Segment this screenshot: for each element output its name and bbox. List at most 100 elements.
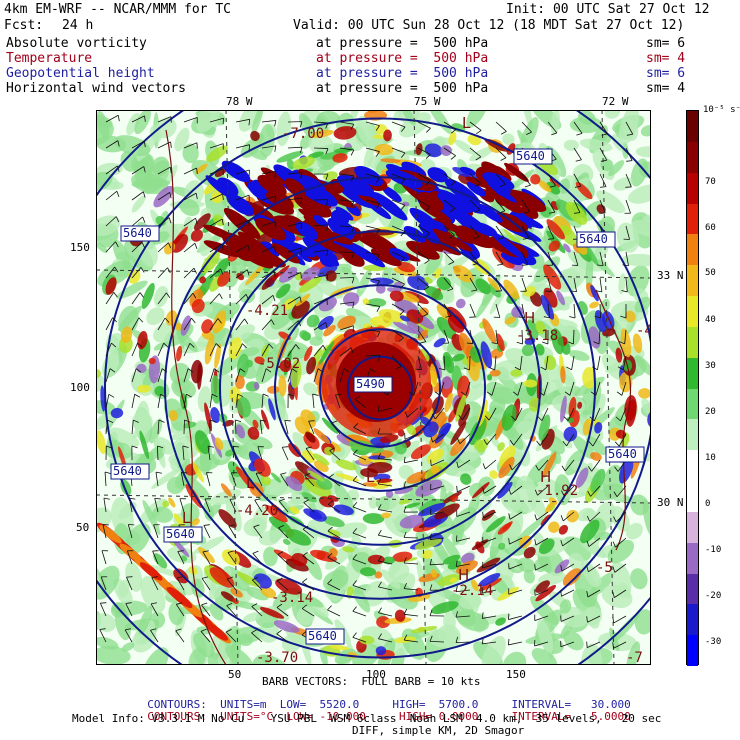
wind-barb-flag [538,391,545,396]
wind-barb-flag [482,512,484,519]
vorticity-patch [489,526,504,560]
wind-barb [180,472,185,487]
vorticity-band [169,589,193,609]
wind-barb-flag [300,222,303,230]
wind-barb-flag [220,268,224,275]
vorticity-patch [393,193,426,208]
vorticity-patch [359,635,375,645]
vorticity-patch [328,529,341,537]
wind-barb-flag [182,445,189,448]
wind-barb [598,329,601,344]
wind-barb [352,610,367,617]
wind-barb [287,146,302,149]
wind-barb-flag [508,513,511,520]
vorticity-band [234,243,256,262]
vorticity-patch [436,316,457,340]
wind-barb-flag [187,368,194,373]
colorbar-swatch [687,111,698,143]
wind-barb [391,173,406,180]
wind-barb-flag [325,174,329,180]
wind-barb-flag [325,199,329,206]
vorticity-patch [521,344,535,357]
wind-barb-flag [104,471,111,474]
wind-barb-flag [516,341,523,345]
wind-barb [302,528,315,539]
wind-barb [157,368,163,383]
vorticity-patch [273,620,300,633]
wind-barb [302,581,315,591]
colorbar-label: 40 [705,315,716,325]
vorticity-patch [485,516,506,533]
vorticity-patch [396,440,420,462]
wind-barb-flag [524,184,531,188]
wind-barb [622,355,627,370]
wind-barb-flag [328,473,334,479]
vorticity-patch [199,276,206,284]
wind-barb-flag [166,292,171,298]
vorticity-patch [213,257,230,278]
wind-barb [105,190,118,201]
wind-barb-flag [612,642,614,649]
vorticity-band [313,215,328,227]
wind-barb [404,433,419,440]
vorticity-patch [244,263,266,286]
vorticity-patch [430,601,459,614]
vorticity-patch [96,645,131,665]
vorticity-patch [214,437,224,450]
wind-barb-flag [326,249,329,256]
wind-barb-flag [227,576,233,580]
wind-barb [259,420,263,435]
wind-barb [469,225,480,237]
vorticity-patch [590,468,606,493]
vorticity-patch [318,340,335,366]
wind-barb-flag [176,576,183,579]
wind-barb-flag [299,147,303,154]
wind-barb-flag [542,341,549,345]
wind-barb-flag [455,636,459,643]
colorbar-label: 30 [705,361,716,371]
wind-barb-flag [276,603,283,608]
vorticity-patch [335,459,357,471]
wind-barb [443,199,456,209]
wind-barb [599,199,606,214]
wind-barb [153,524,159,539]
vorticity-patch [517,557,536,573]
wind-barb-flag [143,141,146,148]
wind-barb [443,173,456,183]
vorticity-patch [478,573,501,587]
wind-barb [469,173,481,184]
vorticity-patch [148,357,156,365]
wind-barb [287,172,302,175]
wind-barb [232,446,237,461]
wind-barb-flag [325,122,329,129]
wind-barb [378,407,393,412]
vorticity-band [459,166,476,176]
vorticity-patch [363,145,374,170]
wind-barb-flag [403,634,408,641]
wind-barb-flag [350,347,354,354]
vorticity-band [432,228,473,252]
wind-barb-flag [194,243,198,250]
wind-barb [508,589,523,595]
wind-barb [508,615,523,620]
wind-barb [521,329,523,345]
vorticity-patch [333,126,357,140]
vorticity-patch [566,416,574,423]
wind-barb-flag [154,497,161,500]
wind-barb-flag [588,441,594,447]
wind-barb-flag [455,585,458,592]
wind-barb [257,446,263,461]
vorticity-patch [619,456,634,484]
wind-barb [590,485,601,497]
low-marker: L [462,114,471,132]
vorticity-patch [220,591,236,602]
height-contour-label: 5640 [579,232,608,246]
wind-barb-flag [233,445,240,448]
wind-barb-flag [563,416,569,422]
wind-barb [620,407,627,422]
vorticity-band [372,191,408,221]
wind-barb-flag [274,171,277,178]
wind-barb [352,480,367,487]
vorticity-patch [252,419,259,429]
vorticity-patch [251,110,264,136]
